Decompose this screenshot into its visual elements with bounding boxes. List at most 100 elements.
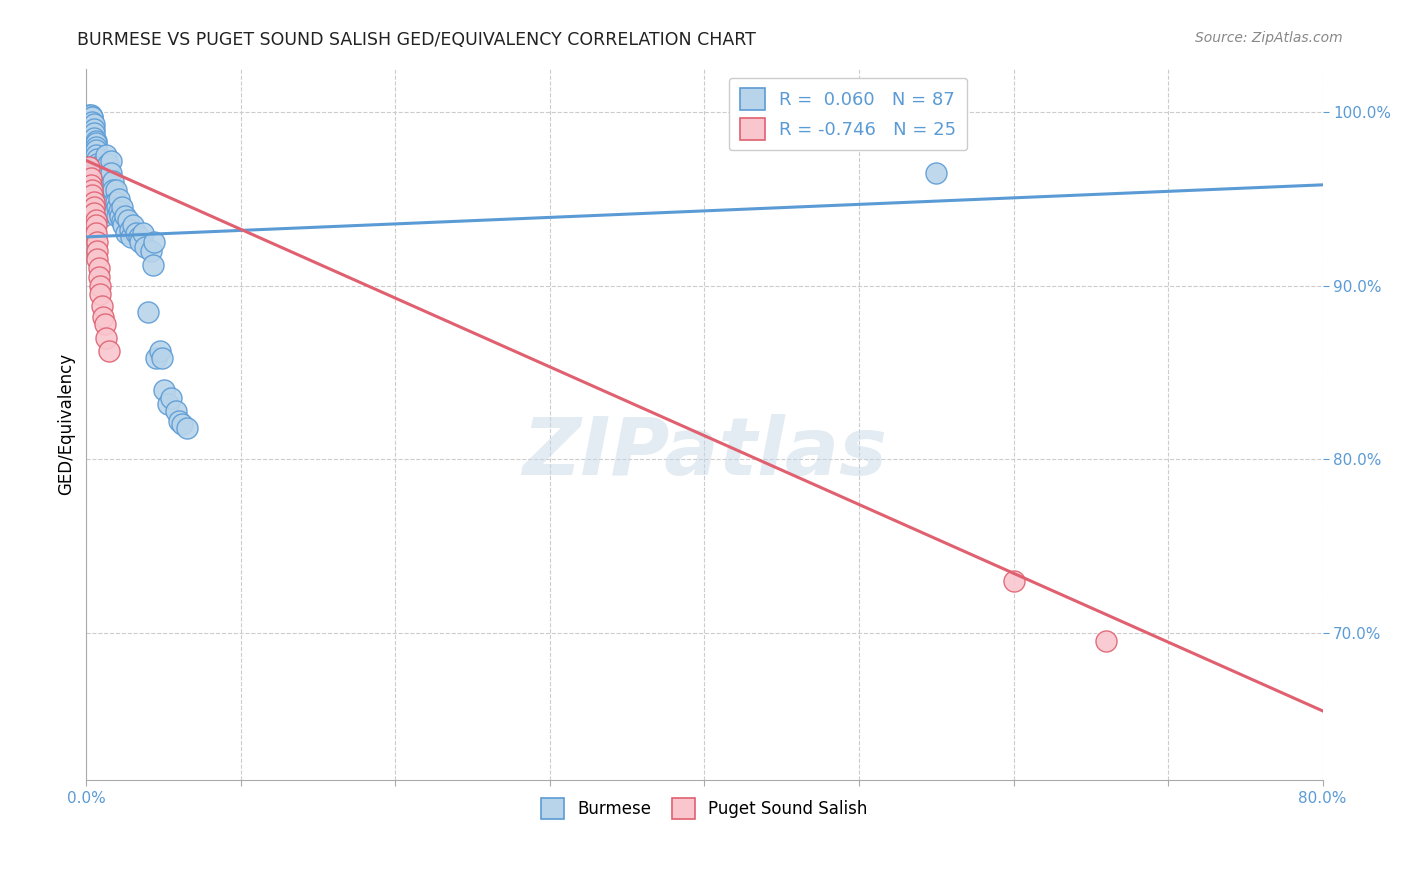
Point: [94, 192, 117, 206]
Point: [89, 185, 111, 199]
Point: [104, 183, 127, 197]
Point: [132, 227, 155, 241]
Point: [136, 304, 159, 318]
Point: [925, 166, 948, 180]
Point: [84, 212, 107, 227]
Point: [107, 192, 129, 206]
Point: [101, 183, 124, 197]
Text: Source: ZipAtlas.com: Source: ZipAtlas.com: [1195, 31, 1343, 45]
Point: [87, 166, 110, 180]
Point: [142, 258, 165, 272]
Point: [83, 205, 105, 219]
Text: ZIPatlas: ZIPatlas: [522, 414, 887, 491]
Point: [114, 209, 136, 223]
Point: [150, 351, 173, 366]
Point: [89, 188, 111, 202]
Point: [87, 261, 110, 276]
Point: [96, 161, 118, 175]
Point: [97, 166, 120, 180]
Point: [90, 201, 112, 215]
Point: [83, 201, 105, 215]
Point: [143, 235, 166, 249]
Point: [91, 209, 114, 223]
Point: [101, 174, 124, 188]
Point: [128, 230, 150, 244]
Point: [100, 153, 122, 168]
Point: [82, 110, 104, 124]
Point: [89, 278, 111, 293]
Point: [134, 240, 156, 254]
Point: [90, 192, 112, 206]
Point: [84, 227, 107, 241]
Point: [87, 174, 110, 188]
Point: [149, 344, 172, 359]
Point: [115, 227, 138, 241]
Point: [91, 202, 114, 216]
Point: [87, 269, 110, 284]
Point: [79, 108, 101, 122]
Point: [84, 143, 107, 157]
Point: [90, 195, 112, 210]
Point: [86, 164, 108, 178]
Point: [97, 157, 120, 171]
Point: [94, 183, 117, 197]
Point: [83, 131, 105, 145]
Point: [86, 161, 108, 175]
Point: [103, 205, 125, 219]
Point: [79, 161, 101, 175]
Point: [105, 201, 128, 215]
Point: [90, 197, 112, 211]
Point: [80, 108, 103, 122]
Point: [1095, 634, 1118, 648]
Point: [104, 195, 127, 210]
Y-axis label: GED/Equivalency: GED/Equivalency: [58, 353, 75, 495]
Point: [89, 287, 111, 301]
Point: [84, 135, 107, 149]
Point: [89, 179, 111, 194]
Point: [112, 218, 135, 232]
Point: [89, 183, 111, 197]
Point: [84, 148, 107, 162]
Point: [87, 178, 110, 192]
Point: [91, 205, 114, 219]
Point: [84, 136, 107, 151]
Point: [96, 148, 118, 162]
Point: [98, 344, 121, 359]
Point: [121, 218, 143, 232]
Point: [157, 396, 180, 410]
Point: [86, 252, 108, 267]
Point: [111, 214, 134, 228]
Point: [96, 330, 118, 344]
Point: [152, 383, 174, 397]
Point: [86, 235, 108, 249]
Point: [125, 227, 148, 241]
Point: [117, 212, 139, 227]
Point: [94, 174, 117, 188]
Point: [80, 170, 103, 185]
Point: [84, 218, 107, 232]
Point: [129, 235, 152, 249]
Point: [82, 183, 104, 197]
Legend: Burmese, Puget Sound Salish: Burmese, Puget Sound Salish: [534, 792, 875, 825]
Point: [86, 157, 108, 171]
Point: [1002, 574, 1025, 588]
Point: [83, 117, 105, 131]
Point: [80, 178, 103, 192]
Point: [84, 139, 107, 153]
Point: [98, 178, 121, 192]
Point: [107, 203, 129, 218]
Point: [83, 126, 105, 140]
Point: [103, 195, 125, 210]
Point: [82, 110, 104, 124]
Text: BURMESE VS PUGET SOUND SALISH GED/EQUIVALENCY CORRELATION CHART: BURMESE VS PUGET SOUND SALISH GED/EQUIVA…: [77, 31, 756, 49]
Point: [83, 195, 105, 210]
Point: [82, 115, 104, 129]
Point: [94, 317, 117, 331]
Point: [87, 169, 110, 183]
Point: [82, 188, 104, 202]
Point: [165, 403, 187, 417]
Point: [120, 230, 142, 244]
Point: [96, 170, 118, 185]
Point: [141, 244, 163, 258]
Point: [176, 421, 198, 435]
